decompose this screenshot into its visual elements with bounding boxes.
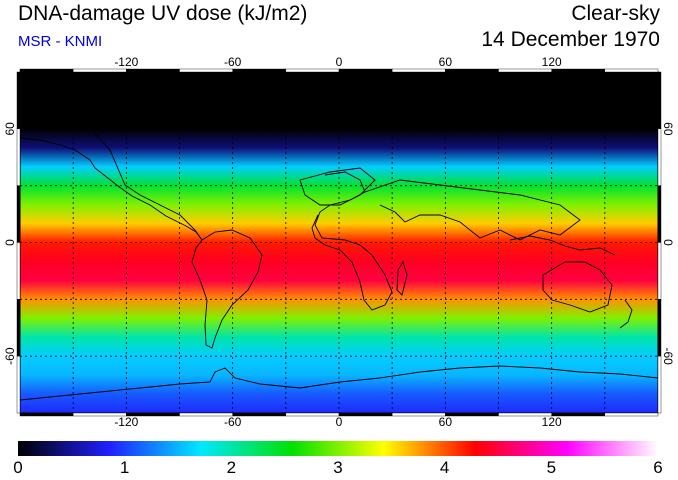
europe-africa-coastline xyxy=(311,171,393,311)
maritime-asia-coastline xyxy=(509,235,616,256)
border-segment xyxy=(285,68,340,73)
colorbar-tick-label: 6 xyxy=(653,458,663,477)
border-segment xyxy=(604,68,659,73)
lat-tick-label: -60 xyxy=(661,347,675,365)
north-america-coastline xyxy=(20,117,203,241)
credit-label: MSR - KNMI xyxy=(18,33,103,50)
border-segment xyxy=(16,71,21,130)
border-segment xyxy=(445,412,499,417)
border-segment xyxy=(285,412,340,417)
lon-tick-label: 60 xyxy=(439,55,453,69)
axis-labels: -120 -120 -60 -60 0 0 60 60 120 120 60 60 0 0 -60 -60 xyxy=(3,55,675,429)
lon-tick-label: 120 xyxy=(542,415,562,429)
map-border-ticks xyxy=(16,68,662,417)
border-segment xyxy=(72,68,127,73)
sky-condition-label: Clear-sky xyxy=(571,2,660,25)
asia-coastline xyxy=(364,179,581,241)
border-segment xyxy=(232,68,287,73)
chart-title: DNA-damage UV dose (kJ/m2) xyxy=(18,2,308,25)
lon-tick-label: -120 xyxy=(114,55,138,69)
border-segment xyxy=(16,185,21,243)
lon-tick-label: -60 xyxy=(224,55,242,69)
border-segment xyxy=(657,71,662,130)
antarctica-coastline xyxy=(20,365,658,401)
lat-tick-label: 60 xyxy=(3,122,17,136)
border-segment xyxy=(551,68,606,73)
border-segment xyxy=(657,299,662,357)
border-segment xyxy=(179,68,233,73)
lon-tick-label: 0 xyxy=(336,415,343,429)
date-label: 14 December 1970 xyxy=(481,28,660,51)
lon-tick-label: -60 xyxy=(224,415,242,429)
border-segment xyxy=(338,412,393,417)
border-segment xyxy=(391,412,446,417)
border-segment xyxy=(19,68,74,73)
border-segment xyxy=(657,242,662,300)
colorbar xyxy=(18,441,658,456)
border-segment xyxy=(16,128,21,186)
border-segment xyxy=(16,355,21,414)
lon-tick-label: 120 xyxy=(542,55,562,69)
lon-tick-label: -120 xyxy=(114,415,138,429)
border-segment xyxy=(16,299,21,357)
colorbar-tick-label: 5 xyxy=(546,458,557,477)
border-segment xyxy=(16,242,21,300)
lat-tick-label: 60 xyxy=(661,122,675,136)
madagascar-coastline xyxy=(396,260,408,296)
gridlines xyxy=(20,72,658,413)
south-america-coastline xyxy=(191,229,263,349)
colorbar-tick-label: 3 xyxy=(333,458,343,477)
colorbar-tick-label: 0 xyxy=(13,458,23,477)
border-segment xyxy=(498,68,552,73)
new-zealand-coastline xyxy=(619,299,633,329)
colorbar-tick-label: 4 xyxy=(439,458,450,477)
border-segment xyxy=(126,68,180,73)
colorbar-tick-label: 2 xyxy=(226,458,237,477)
lon-tick-label: 60 xyxy=(439,415,453,429)
lat-tick-label: 0 xyxy=(3,239,17,246)
lon-tick-label: 0 xyxy=(336,55,343,69)
border-segment xyxy=(391,68,446,73)
border-segment xyxy=(604,412,659,417)
australia-coastline xyxy=(542,261,613,313)
colorbar-tick-label: 1 xyxy=(119,458,130,477)
lat-tick-label: 0 xyxy=(661,239,675,246)
border-segment xyxy=(657,185,662,243)
border-segment xyxy=(657,355,662,414)
coastlines xyxy=(20,117,658,401)
border-segment xyxy=(657,128,662,186)
border-segment xyxy=(338,68,393,73)
lat-tick-label: -60 xyxy=(3,347,17,365)
border-segment xyxy=(19,412,74,417)
border-segment xyxy=(445,68,499,73)
